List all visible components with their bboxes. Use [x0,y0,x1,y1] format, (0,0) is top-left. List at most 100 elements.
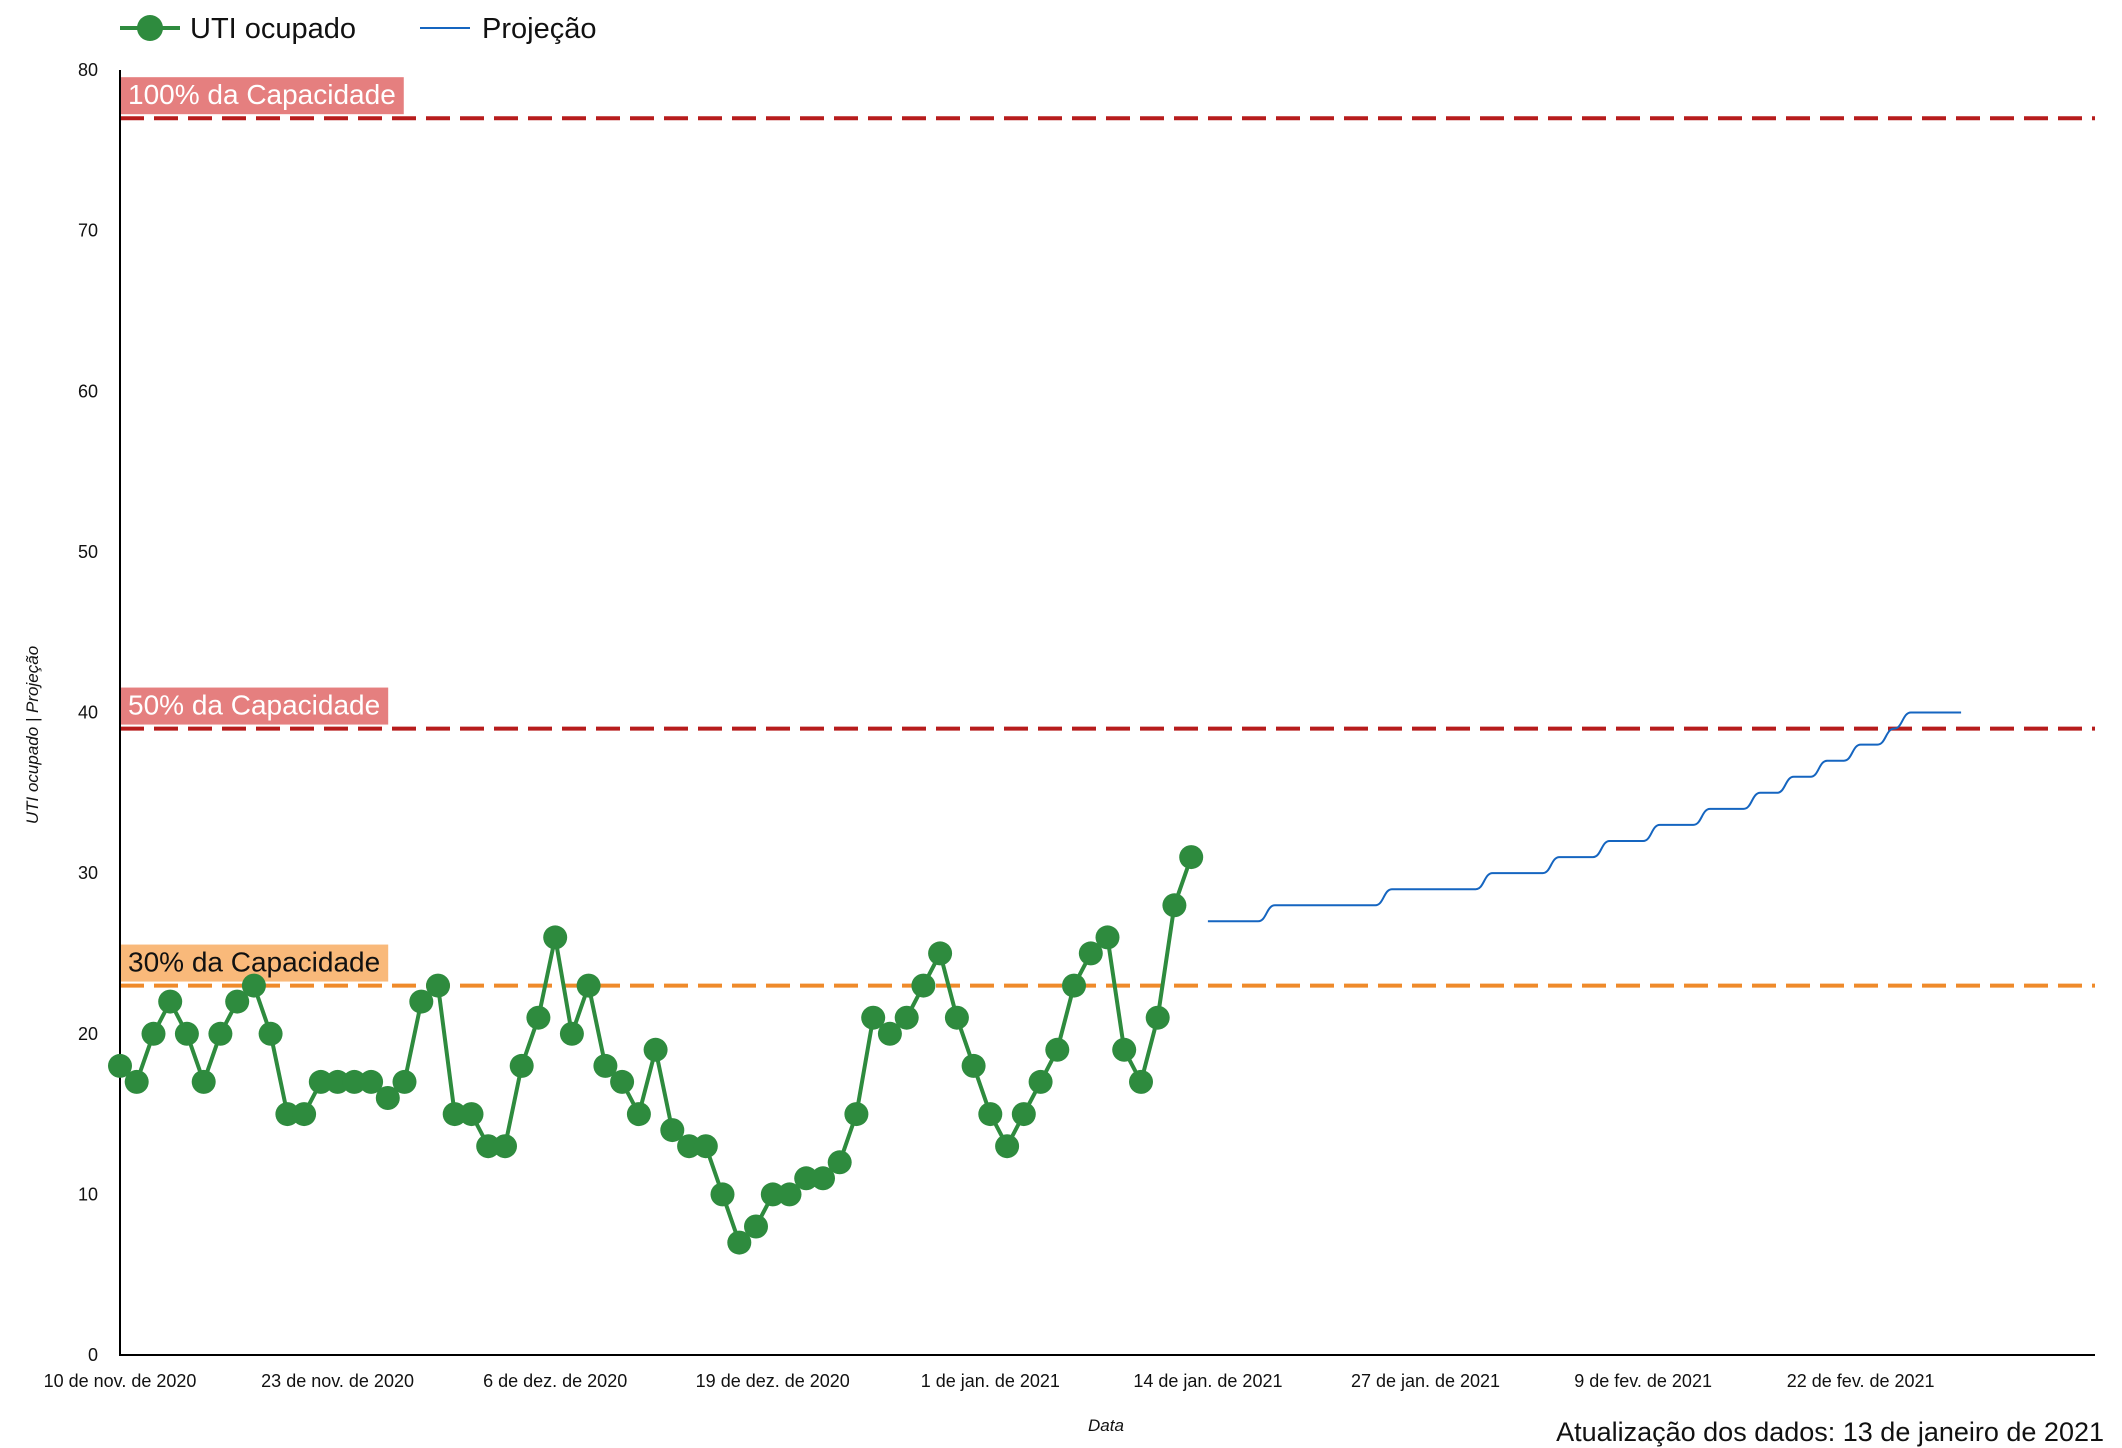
uti-ocupado-point[interactable] [509,1053,534,1078]
uti-ocupado-point[interactable] [292,1102,317,1127]
uti-ocupado-point[interactable] [1011,1102,1036,1127]
uti-ocupado-point[interactable] [744,1214,768,1239]
x-tick-label: 23 de nov. de 2020 [261,1371,414,1391]
reference-line-label: 50% da Capacidade [128,690,380,721]
projecao-line [1207,711,1962,923]
x-tick-label: 9 de fev. de 2021 [1574,1371,1712,1391]
uti-ocupado-point[interactable] [359,1069,384,1094]
uti-ocupado-point[interactable] [174,1021,199,1046]
uti-ocupado-point[interactable] [409,989,434,1014]
uti-ocupado-point[interactable] [1179,845,1204,870]
uti-ocupado-point[interactable] [777,1182,802,1207]
legend-item-uti-ocupado[interactable]: UTI ocupado [120,13,356,45]
uti-ocupado-point[interactable] [325,1069,350,1094]
uti-ocupado-point[interactable] [1062,973,1086,998]
series-projecao [1207,711,1962,923]
uti-ocupado-point[interactable] [543,925,568,950]
uti-ocupado-point[interactable] [141,1021,166,1046]
legend-label-projecao: Projeção [482,13,596,45]
uti-ocupado-point[interactable] [1028,1069,1053,1094]
uti-ocupado-point[interactable] [225,989,250,1014]
reference-line-label-background [120,687,389,725]
uti-ocupado-point[interactable] [459,1102,484,1127]
x-tick-label: 1 de jan. de 2021 [921,1371,1060,1391]
reference-lines: 100% da Capacidade 50% da Capacidade 30% d… [120,77,2095,988]
uti-ocupado-point[interactable] [894,1005,919,1030]
uti-ocupado-point[interactable] [961,1053,986,1078]
uti-ocupado-point[interactable] [559,1021,584,1046]
uti-ocupado-point[interactable] [576,973,601,998]
y-axis-ticks: 0 10 20 30 40 50 60 70 80 [78,60,98,1365]
x-axis-ticks: 10 de nov. de 2020 23 de nov. de 2020 6 de… [44,1371,1935,1391]
uti-ocupado-point[interactable] [124,1069,149,1094]
x-tick-label: 14 de jan. de 2021 [1133,1371,1282,1391]
uti-ocupado-point[interactable] [794,1166,819,1191]
y-tick-label: 0 [88,1345,98,1365]
x-tick-label: 27 de jan. de 2021 [1351,1371,1500,1391]
uti-ocupado-point[interactable] [727,1230,752,1255]
uti-ocupado-point[interactable] [928,941,953,966]
uti-ocupado-point[interactable] [827,1150,852,1175]
uti-ocupado-point[interactable] [1112,1037,1137,1062]
uti-ocupado-point[interactable] [375,1086,400,1110]
y-tick-label: 30 [78,863,98,883]
reference-line-label-background [120,77,404,115]
reference-line-label: 30% da Capacidade [128,947,380,978]
uti-ocupado-point[interactable] [1095,925,1120,950]
uti-ocupado-point[interactable] [1145,1005,1170,1030]
uti-ocupado-point[interactable] [944,1005,969,1030]
y-tick-label: 80 [78,60,98,80]
uti-ocupado-point[interactable] [1045,1037,1070,1062]
x-tick-label: 6 de dez. de 2020 [483,1371,627,1391]
uti-ocupado-point[interactable] [978,1102,1003,1127]
y-tick-label: 60 [78,381,98,401]
uti-ocupado-point[interactable] [911,973,936,998]
uti-ocupado-point[interactable] [811,1166,835,1191]
uti-ocupado-point[interactable] [610,1069,635,1094]
uti-ocupado-point[interactable] [275,1102,300,1127]
uti-ocupado-point[interactable] [342,1069,367,1094]
x-tick-label: 19 de dez. de 2020 [696,1371,850,1391]
uti-ocupado-point[interactable] [1162,893,1187,918]
uti-ocupado-point[interactable] [1078,941,1103,966]
uti-ocupado-point[interactable] [392,1069,417,1094]
uti-ocupado-point[interactable] [158,989,183,1014]
uti-ocupado-point[interactable] [693,1134,718,1159]
x-tick-label: 22 de fev. de 2021 [1787,1371,1935,1391]
uti-ocupado-point[interactable] [1129,1069,1153,1094]
uti-ocupado-point[interactable] [191,1069,216,1094]
x-tick-label: 10 de nov. de 2020 [44,1371,197,1391]
uti-ocupado-point[interactable] [208,1021,233,1046]
y-tick-label: 40 [78,703,98,723]
uti-ocupado-point[interactable] [442,1102,467,1127]
uti-ocupado-point[interactable] [995,1134,1020,1159]
uti-ocupado-point[interactable] [626,1102,651,1127]
uti-ocupado-point[interactable] [844,1102,869,1127]
uti-ocupado-point[interactable] [526,1005,551,1030]
uti-ocupado-point[interactable] [861,1005,886,1030]
uti-ocupado-point[interactable] [493,1134,517,1159]
uti-ocupado-point[interactable] [643,1037,668,1062]
y-tick-label: 70 [78,221,98,241]
uti-ocupado-point[interactable] [476,1134,501,1159]
uti-ocupado-point[interactable] [660,1118,685,1143]
uti-ocupado-point[interactable] [108,1053,132,1078]
uti-ocupado-point[interactable] [760,1182,785,1207]
uti-ocupado-point[interactable] [426,973,450,998]
legend-marker-uti-ocupado [137,15,163,41]
uti-ocupado-point[interactable] [677,1134,702,1159]
uti-ocupado-point[interactable] [308,1069,333,1094]
uti-ocupado-point[interactable] [593,1053,618,1078]
uti-ocupado-point[interactable] [258,1021,283,1046]
y-axis-title: UTI ocupado | Projeção [23,646,42,824]
y-tick-label: 10 [78,1184,98,1204]
legend-label-uti-ocupado: UTI ocupado [190,13,356,45]
uti-ocupado-point[interactable] [241,973,266,998]
y-tick-label: 20 [78,1024,98,1044]
legend: UTI ocupado Projeção [120,13,596,45]
series-uti-ocupado [108,845,1204,1255]
uti-ocupado-point[interactable] [710,1182,735,1207]
legend-item-projecao[interactable]: Projeção [420,13,596,45]
uti-ocupado-point[interactable] [877,1021,902,1046]
